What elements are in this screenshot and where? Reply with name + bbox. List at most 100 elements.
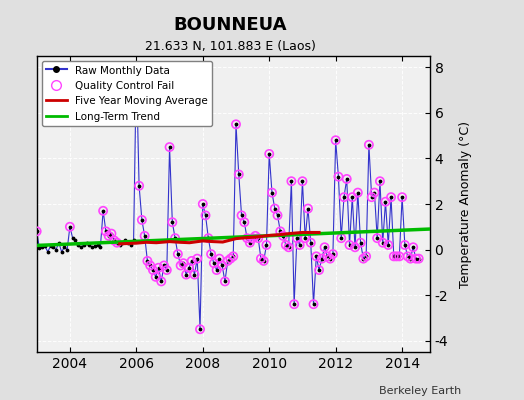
Point <box>182 271 190 278</box>
Point <box>403 253 412 260</box>
Point <box>315 267 323 273</box>
Point <box>237 212 246 218</box>
Point <box>212 267 221 273</box>
Point <box>215 256 224 262</box>
Point <box>102 228 110 234</box>
Point <box>246 240 254 246</box>
Point <box>204 235 213 241</box>
Point <box>166 144 174 150</box>
Point <box>171 235 179 241</box>
Point <box>154 264 162 271</box>
Point <box>365 142 373 148</box>
Point <box>414 256 423 262</box>
Point <box>196 326 204 332</box>
Point <box>243 235 252 241</box>
Point <box>185 264 193 271</box>
Text: 21.633 N, 101.883 E (Laos): 21.633 N, 101.883 E (Laos) <box>145 40 316 53</box>
Point <box>199 201 207 207</box>
Point <box>113 240 121 246</box>
Point <box>362 253 370 260</box>
Point <box>381 198 390 205</box>
Point <box>373 235 381 241</box>
Point <box>232 121 240 128</box>
Point <box>290 301 298 307</box>
Point <box>221 278 229 285</box>
Legend: Raw Monthly Data, Quality Control Fail, Five Year Moving Average, Long-Term Tren: Raw Monthly Data, Quality Control Fail, … <box>42 61 212 126</box>
Point <box>229 253 237 260</box>
Point <box>285 244 293 250</box>
Point <box>320 244 329 250</box>
Point <box>343 176 351 182</box>
Point <box>173 251 182 257</box>
Point <box>376 178 384 184</box>
Point <box>406 256 414 262</box>
Point <box>138 217 146 223</box>
Point <box>390 253 398 260</box>
Point <box>318 256 326 262</box>
Point <box>107 230 116 237</box>
Point <box>201 212 210 218</box>
Point <box>104 233 113 239</box>
Y-axis label: Temperature Anomaly (°C): Temperature Anomaly (°C) <box>459 120 472 288</box>
Point <box>157 278 166 285</box>
Point <box>367 194 376 200</box>
Point <box>329 251 337 257</box>
Point <box>398 194 406 200</box>
Point <box>254 235 263 241</box>
Point <box>351 244 359 250</box>
Point <box>323 253 332 260</box>
Point <box>345 242 354 248</box>
Point <box>359 256 367 262</box>
Point <box>268 190 276 196</box>
Point <box>301 235 309 241</box>
Point <box>99 208 107 214</box>
Point <box>309 301 318 307</box>
Point <box>312 253 321 260</box>
Point <box>162 267 171 273</box>
Point <box>259 258 268 264</box>
Point <box>387 194 395 200</box>
Point <box>143 258 151 264</box>
Point <box>210 260 218 266</box>
Point <box>207 251 215 257</box>
Point <box>151 274 160 280</box>
Point <box>235 171 243 178</box>
Point <box>334 174 343 180</box>
Point <box>179 260 188 266</box>
Point <box>190 271 199 278</box>
Point <box>276 228 285 234</box>
Point <box>146 262 155 269</box>
Point <box>224 258 232 264</box>
Point <box>132 64 140 70</box>
Point <box>412 256 420 262</box>
Point <box>409 244 417 250</box>
Point <box>307 240 315 246</box>
Point <box>326 256 334 262</box>
Point <box>274 212 282 218</box>
Point <box>348 194 356 200</box>
Text: Berkeley Earth: Berkeley Earth <box>379 386 461 396</box>
Point <box>248 235 257 241</box>
Point <box>298 178 307 184</box>
Point <box>251 233 259 239</box>
Point <box>218 262 226 269</box>
Point <box>265 151 274 157</box>
Point <box>135 182 143 189</box>
Point <box>337 235 345 241</box>
Point <box>110 237 118 244</box>
Point <box>392 253 401 260</box>
Point <box>177 262 185 269</box>
Point <box>370 190 379 196</box>
Point <box>263 242 271 248</box>
Point <box>279 233 287 239</box>
Point <box>149 267 157 273</box>
Point <box>395 253 403 260</box>
Point <box>296 242 304 248</box>
Point <box>354 190 362 196</box>
Point <box>293 235 301 241</box>
Point <box>340 194 348 200</box>
Point <box>140 233 149 239</box>
Point <box>257 256 265 262</box>
Text: BOUNNEUA: BOUNNEUA <box>174 16 287 34</box>
Point <box>160 262 168 269</box>
